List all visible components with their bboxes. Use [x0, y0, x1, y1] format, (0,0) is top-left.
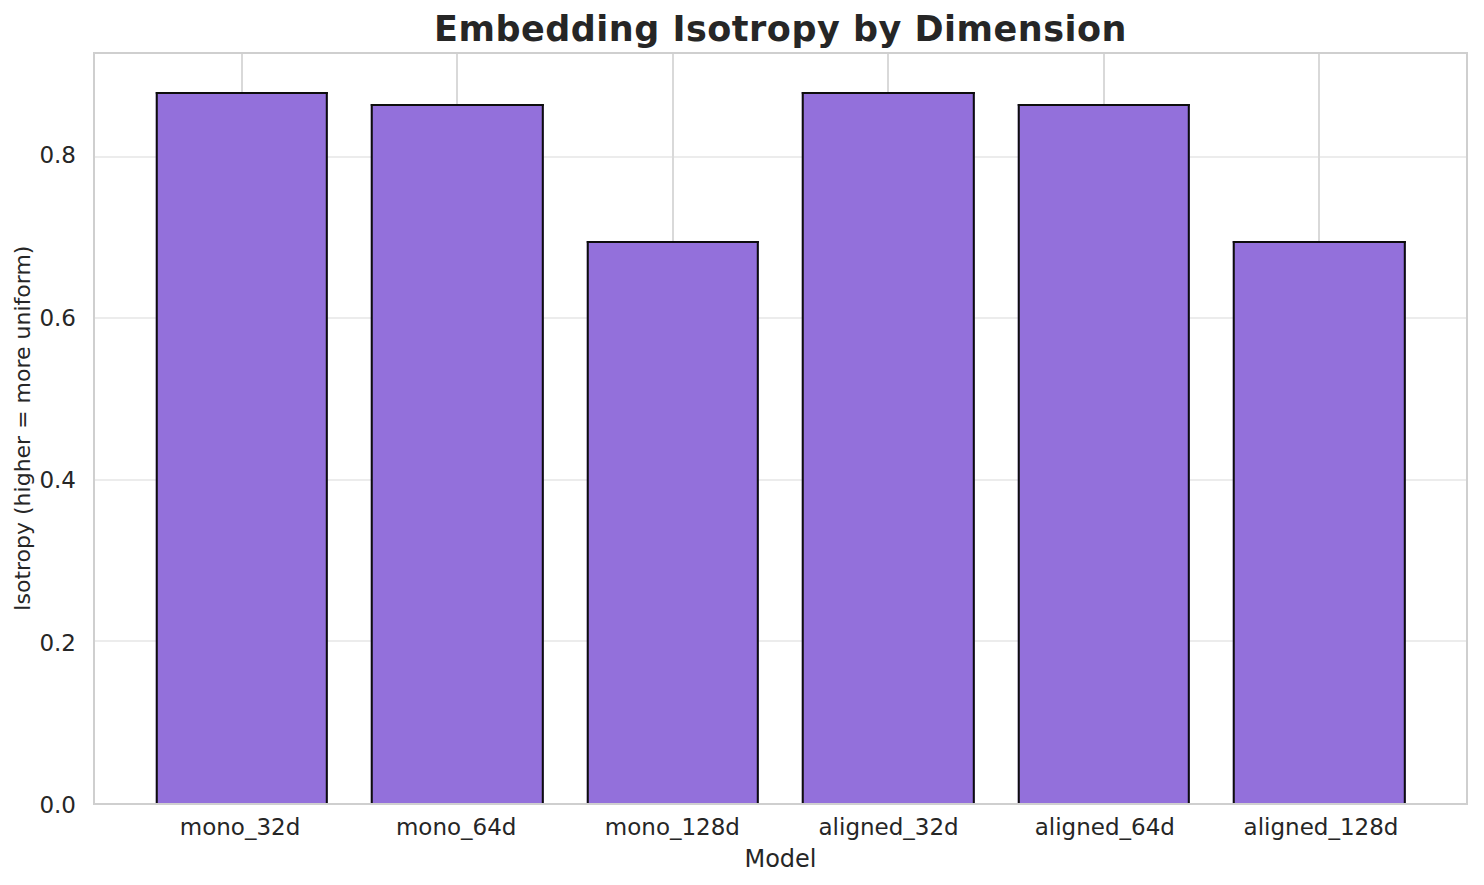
x-tick-label-aligned_64d: aligned_64d: [1035, 814, 1175, 840]
x-tick-label-aligned_32d: aligned_32d: [819, 814, 959, 840]
bar-mono_32d: [155, 92, 327, 803]
x-axis-ticks: mono_32d mono_64d mono_128d aligned_32d alig…: [93, 812, 1468, 844]
y-tick-label: 0.8: [39, 142, 76, 168]
x-tick-label-aligned_128d: aligned_128d: [1244, 814, 1399, 840]
x-tick-label-mono_64d: mono_64d: [396, 814, 517, 840]
chart-title: Embedding Isotropy by Dimension: [93, 9, 1468, 49]
x-tick-label-mono_128d: mono_128d: [605, 814, 740, 840]
x-tick-label-mono_32d: mono_32d: [180, 814, 301, 840]
bar-aligned_32d: [802, 92, 974, 803]
x-axis-label: Model: [93, 845, 1468, 873]
bar-mono_64d: [371, 104, 543, 803]
y-axis-ticks: 0.00.20.40.60.8: [0, 52, 84, 805]
plot-area: [93, 52, 1468, 805]
bar-mono_128d: [586, 241, 758, 803]
y-tick-label: 0.6: [39, 305, 76, 331]
figure: Embedding Isotropy by Dimension Isotropy…: [0, 0, 1484, 885]
bar-aligned_128d: [1233, 241, 1405, 803]
bar-aligned_64d: [1018, 104, 1190, 803]
y-tick-label: 0.0: [39, 792, 76, 818]
y-tick-label: 0.4: [39, 467, 76, 493]
y-tick-label: 0.2: [39, 630, 76, 656]
